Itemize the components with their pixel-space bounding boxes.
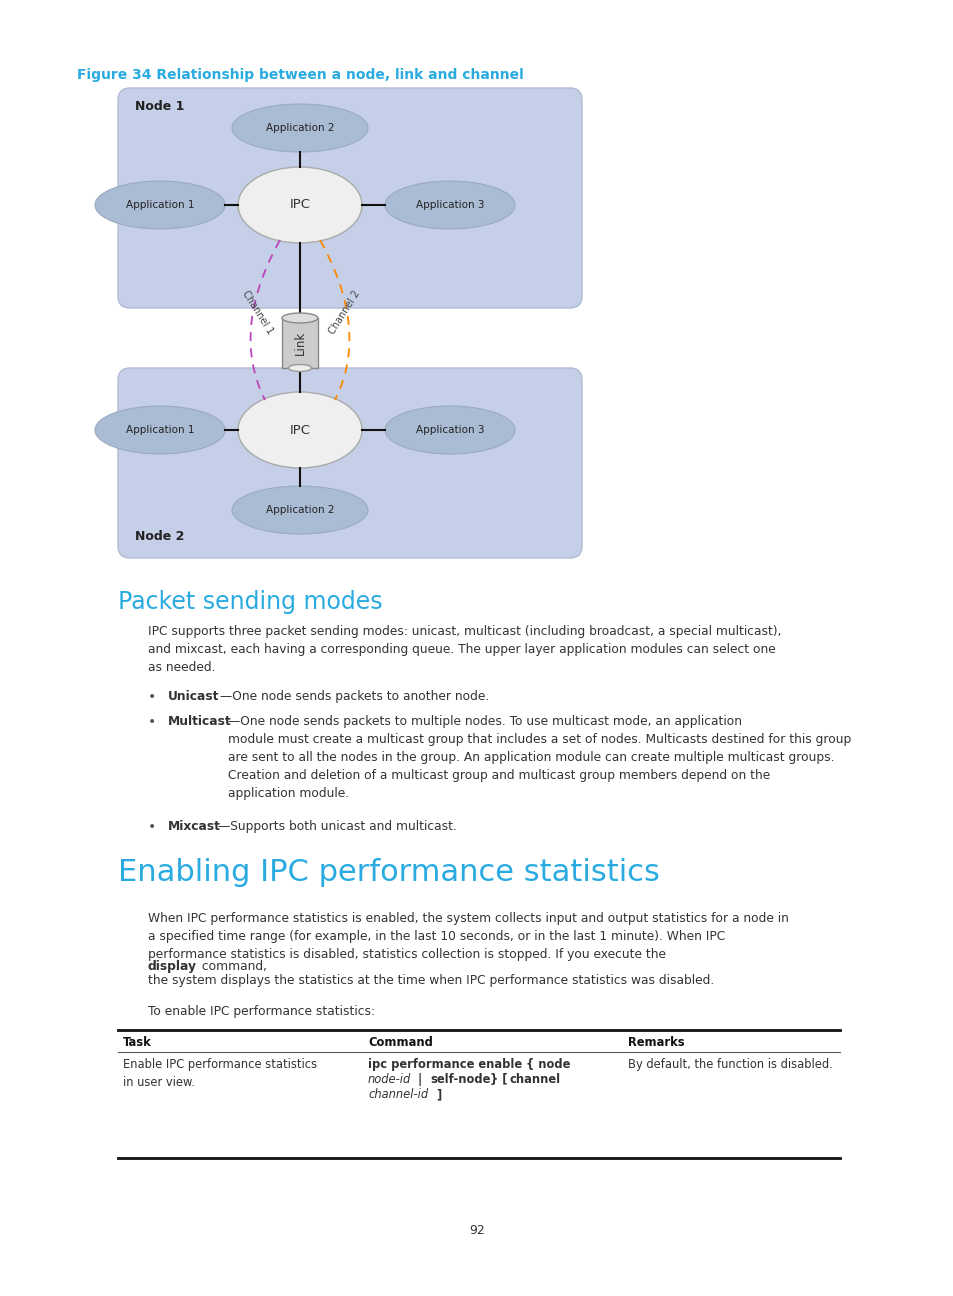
Text: —One node sends packets to multiple nodes. To use multicast mode, an application: —One node sends packets to multiple node… xyxy=(228,715,850,800)
Text: Channel 1: Channel 1 xyxy=(240,289,275,336)
FancyBboxPatch shape xyxy=(118,88,581,308)
Text: To enable IPC performance statistics:: To enable IPC performance statistics: xyxy=(148,1004,375,1017)
Text: channel: channel xyxy=(510,1073,560,1086)
Text: Multicast: Multicast xyxy=(168,715,232,728)
Text: When IPC performance statistics is enabled, the system collects input and output: When IPC performance statistics is enabl… xyxy=(148,912,788,962)
Text: Link: Link xyxy=(294,330,306,355)
Text: —One node sends packets to another node.: —One node sends packets to another node. xyxy=(220,689,489,702)
Text: Application 2: Application 2 xyxy=(266,505,334,515)
Ellipse shape xyxy=(385,406,515,454)
Text: —Supports both unicast and multicast.: —Supports both unicast and multicast. xyxy=(218,820,456,833)
Ellipse shape xyxy=(95,406,225,454)
Text: Node 2: Node 2 xyxy=(135,530,184,543)
Ellipse shape xyxy=(232,486,368,534)
Ellipse shape xyxy=(232,104,368,152)
Text: Enable IPC performance statistics
in user view.: Enable IPC performance statistics in use… xyxy=(123,1058,316,1089)
Text: Command: Command xyxy=(368,1036,433,1048)
Ellipse shape xyxy=(288,364,312,372)
Text: ]: ] xyxy=(433,1089,442,1102)
Text: |: | xyxy=(414,1073,426,1086)
Text: Packet sending modes: Packet sending modes xyxy=(118,590,382,614)
Text: •: • xyxy=(148,715,156,728)
Ellipse shape xyxy=(237,167,361,244)
Text: Unicast: Unicast xyxy=(168,689,219,702)
Text: command,: command, xyxy=(198,960,267,973)
Text: IPC supports three packet sending modes: unicast, multicast (including broadcast: IPC supports three packet sending modes:… xyxy=(148,625,781,674)
Text: IPC: IPC xyxy=(289,424,310,437)
Ellipse shape xyxy=(95,181,225,229)
Text: Channel 2: Channel 2 xyxy=(327,288,362,336)
Text: Application 1: Application 1 xyxy=(126,200,194,210)
Text: channel-id: channel-id xyxy=(368,1089,428,1102)
Text: the system displays the statistics at the time when IPC performance statistics w: the system displays the statistics at th… xyxy=(148,975,714,988)
Ellipse shape xyxy=(385,181,515,229)
Text: Application 3: Application 3 xyxy=(416,200,484,210)
Text: display: display xyxy=(148,960,196,973)
Text: IPC: IPC xyxy=(289,198,310,211)
Text: Task: Task xyxy=(123,1036,152,1048)
Text: Figure 34 Relationship between a node, link and channel: Figure 34 Relationship between a node, l… xyxy=(76,67,523,82)
Text: Application 2: Application 2 xyxy=(266,123,334,133)
Text: Mixcast: Mixcast xyxy=(168,820,221,833)
Text: Remarks: Remarks xyxy=(627,1036,684,1048)
Text: } [: } [ xyxy=(485,1073,511,1086)
Text: ipc performance enable { node: ipc performance enable { node xyxy=(368,1058,570,1070)
FancyBboxPatch shape xyxy=(118,368,581,559)
Text: node-id: node-id xyxy=(368,1073,411,1086)
Text: self-node: self-node xyxy=(430,1073,490,1086)
Text: Enabling IPC performance statistics: Enabling IPC performance statistics xyxy=(118,858,659,886)
Text: By default, the function is disabled.: By default, the function is disabled. xyxy=(627,1058,832,1070)
Text: •: • xyxy=(148,689,156,704)
Text: 92: 92 xyxy=(469,1223,484,1236)
Text: Application 3: Application 3 xyxy=(416,425,484,435)
Text: Application 1: Application 1 xyxy=(126,425,194,435)
Text: Node 1: Node 1 xyxy=(135,100,184,113)
Ellipse shape xyxy=(282,314,317,323)
Ellipse shape xyxy=(237,391,361,468)
Text: •: • xyxy=(148,820,156,835)
Bar xyxy=(282,318,317,368)
